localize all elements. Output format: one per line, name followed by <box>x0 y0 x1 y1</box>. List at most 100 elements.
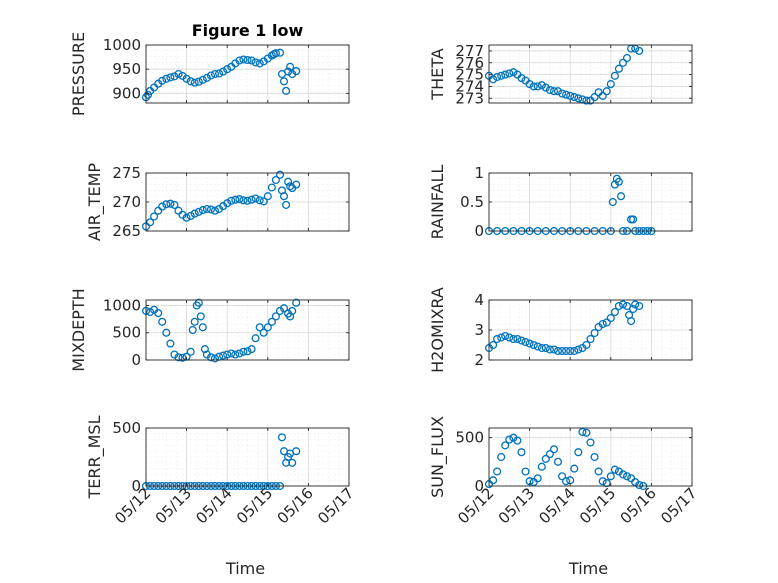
data-point <box>255 323 264 332</box>
data-point <box>292 447 301 456</box>
y-tick-label: 274 <box>455 77 484 95</box>
data-point <box>622 472 632 481</box>
data-point <box>627 316 636 326</box>
data-point <box>541 343 550 353</box>
data-point <box>545 450 554 459</box>
data-point <box>570 346 579 356</box>
data-point <box>570 464 579 473</box>
data-point <box>631 300 640 309</box>
data-point <box>219 351 228 360</box>
y-tick-label: 275 <box>112 164 141 182</box>
data-point <box>267 183 276 192</box>
data-point <box>186 347 195 356</box>
data-point <box>194 207 203 216</box>
data-point <box>247 345 256 354</box>
data-point <box>166 339 175 348</box>
data-point <box>608 197 617 207</box>
x-tick-label: 05/16 <box>274 484 317 527</box>
data-point <box>562 477 571 486</box>
subplot-mixdepth: 0 500 1000 MIXDEPTH <box>69 288 350 372</box>
data-point <box>533 342 542 351</box>
x-tick-label: 05/13 <box>152 484 195 527</box>
data-point <box>501 70 510 79</box>
axes-box <box>488 427 693 487</box>
data-point <box>505 69 514 78</box>
data-point <box>292 180 301 189</box>
y-tick-label: 900 <box>112 84 141 102</box>
data-point <box>497 452 506 462</box>
data-point <box>574 94 583 103</box>
data-point <box>277 433 287 442</box>
data-point <box>629 215 638 224</box>
data-point <box>578 427 587 436</box>
data-point <box>509 68 518 77</box>
data-point <box>517 448 526 457</box>
data-point <box>610 465 619 474</box>
axes-box <box>145 44 350 104</box>
data-point <box>562 90 571 99</box>
data-point <box>154 206 163 215</box>
data-point <box>513 436 522 445</box>
data-point <box>200 345 209 354</box>
data-point <box>231 350 240 359</box>
data-point <box>635 301 644 311</box>
data-point <box>570 93 579 102</box>
data-point <box>616 192 626 201</box>
y-tick-label: 265 <box>112 222 141 240</box>
y-axis-label: SUN_FLUX <box>428 416 448 498</box>
subplot-terr_msl: 050005/1205/1305/1405/1505/1605/17TERR_M… <box>85 415 357 578</box>
data-point <box>521 337 530 347</box>
data-point <box>158 202 167 211</box>
data-point <box>190 317 199 326</box>
data-point <box>162 74 171 83</box>
data-point <box>549 445 559 454</box>
data-point <box>493 334 502 344</box>
data-point <box>271 175 280 185</box>
y-tick-label: 4 <box>474 291 484 309</box>
data-point <box>223 65 232 74</box>
data-point <box>537 81 546 90</box>
data-point <box>235 195 244 204</box>
subplot-sun_flux: 050005/1205/1305/1405/1505/1605/17SUN_FL… <box>428 416 700 578</box>
data-point <box>533 82 542 91</box>
data-point <box>239 347 248 356</box>
data-point <box>558 346 567 356</box>
y-tick-label: 0.5 <box>460 193 484 211</box>
data-point <box>170 72 179 81</box>
data-point <box>537 462 546 471</box>
data-point <box>489 75 498 84</box>
data-point <box>594 467 603 476</box>
data-point <box>505 333 514 342</box>
y-axis-label: TERR_MSL <box>85 415 105 499</box>
y-tick-label: 3 <box>474 321 484 339</box>
data-point <box>553 457 563 466</box>
data-point <box>186 211 195 220</box>
data-point <box>251 194 260 203</box>
data-point <box>239 196 248 205</box>
data-point <box>553 346 563 356</box>
data-point <box>210 69 220 79</box>
data-point <box>590 452 599 462</box>
data-point <box>635 480 644 490</box>
data-point <box>541 83 550 92</box>
data-point <box>267 51 276 60</box>
data-point <box>275 48 285 57</box>
data-point <box>243 196 252 205</box>
data-point <box>259 197 268 206</box>
data-point <box>284 177 293 186</box>
data-point <box>188 325 197 335</box>
y-tick-label: 270 <box>112 193 141 211</box>
data-point <box>517 336 526 345</box>
data-point <box>606 80 615 89</box>
data-point <box>517 74 526 83</box>
data-point <box>194 77 203 86</box>
data-point <box>215 69 224 78</box>
y-tick-label: 0 <box>131 477 141 495</box>
data-point <box>158 76 167 85</box>
data-point <box>610 307 619 317</box>
data-point <box>590 328 599 338</box>
data-point <box>282 86 291 95</box>
y-tick-label: 1000 <box>103 36 141 54</box>
data-point <box>206 353 216 362</box>
